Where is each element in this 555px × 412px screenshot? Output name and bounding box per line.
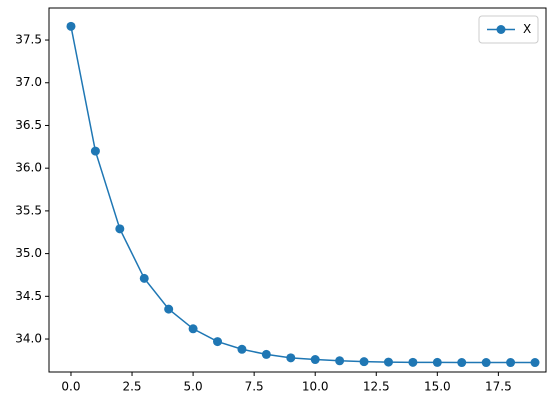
point [481,358,491,368]
point [457,358,467,368]
point [213,337,223,347]
point [139,273,149,283]
y-tick-label: 34.0 [15,332,42,346]
x-tick-label: 5.0 [184,380,203,394]
point [408,357,418,367]
point [90,146,100,156]
point [188,324,198,334]
x-tick-label: 0.0 [61,380,80,394]
point [359,357,369,367]
point [335,356,345,366]
x-tick-label: 15.0 [424,380,451,394]
y-tick-label: 35.0 [15,246,42,260]
x-tick-label: 2.5 [122,380,141,394]
point [115,224,125,234]
legend-label: X [523,22,531,36]
x-tick-label: 7.5 [245,380,264,394]
point [66,21,76,31]
x-tick-label: 12.5 [363,380,390,394]
legend-marker [496,25,506,34]
y-tick-label: 34.5 [15,289,42,303]
point [310,355,320,365]
series-line [70,26,536,364]
x-tick-label: 10.0 [302,380,329,394]
point [261,349,271,359]
y-tick-label: 36.0 [15,161,42,175]
y-tick-label: 36.5 [15,118,42,132]
plot-frame [48,7,547,373]
point [506,358,516,368]
point [432,357,442,367]
y-tick-label: 35.5 [15,203,42,217]
point [286,353,296,363]
x-tick-label: 17.5 [485,380,512,394]
point [530,358,540,368]
point [164,304,174,314]
y-tick-label: 37.0 [15,75,42,89]
point [383,357,393,367]
legend: X [478,15,539,44]
y-tick-label: 37.5 [15,33,42,47]
point [237,344,247,354]
